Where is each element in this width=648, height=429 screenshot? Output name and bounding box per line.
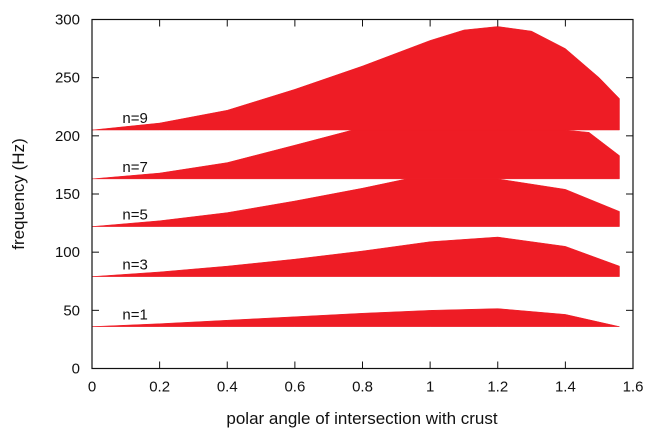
y-tick-label: 100 (55, 244, 80, 261)
y-tick-label: 200 (55, 128, 80, 145)
x-tick-label: 1.2 (487, 379, 508, 396)
band-label-n-1: n=1 (122, 307, 147, 324)
x-tick-label: 0.2 (149, 379, 170, 396)
band-label-n-7: n=7 (122, 159, 147, 176)
y-tick-label: 300 (55, 12, 80, 29)
x-tick-label: 1 (426, 379, 434, 396)
band-n-1 (91, 308, 620, 327)
band-n-5 (91, 178, 620, 227)
band-n-3 (91, 236, 620, 277)
band-label-n-5: n=5 (122, 207, 147, 224)
y-tick-label: 0 (72, 361, 80, 378)
x-tick-label: 0 (88, 379, 96, 396)
x-tick-label: 1.4 (555, 379, 576, 396)
x-axis-title: polar angle of intersection with crust (226, 409, 497, 428)
band-label-n-3: n=3 (122, 257, 147, 274)
band-n-9 (91, 26, 620, 131)
x-tick-label: 0.6 (284, 379, 305, 396)
y-tick-label: 50 (63, 302, 80, 319)
band-label-n-9: n=9 (122, 110, 147, 127)
band-labels: n=1 n=3 n=5 n=7 n=9 (122, 110, 147, 324)
y-tick-label: 250 (55, 70, 80, 87)
axis-tick-labels: 0 0.2 0.4 0.6 0.8 1 1.2 1.4 1.6 0 50 100 150 200 250 30… (55, 12, 643, 396)
band-n-7 (91, 129, 620, 180)
x-tick-label: 0.8 (352, 379, 373, 396)
y-axis-title: frequency (Hz) (9, 138, 28, 249)
axis-ticks (91, 19, 634, 369)
y-tick-label: 150 (55, 186, 80, 203)
x-tick-label: 0.4 (217, 379, 238, 396)
x-tick-label: 1.6 (623, 379, 644, 396)
data-bands (91, 26, 620, 327)
